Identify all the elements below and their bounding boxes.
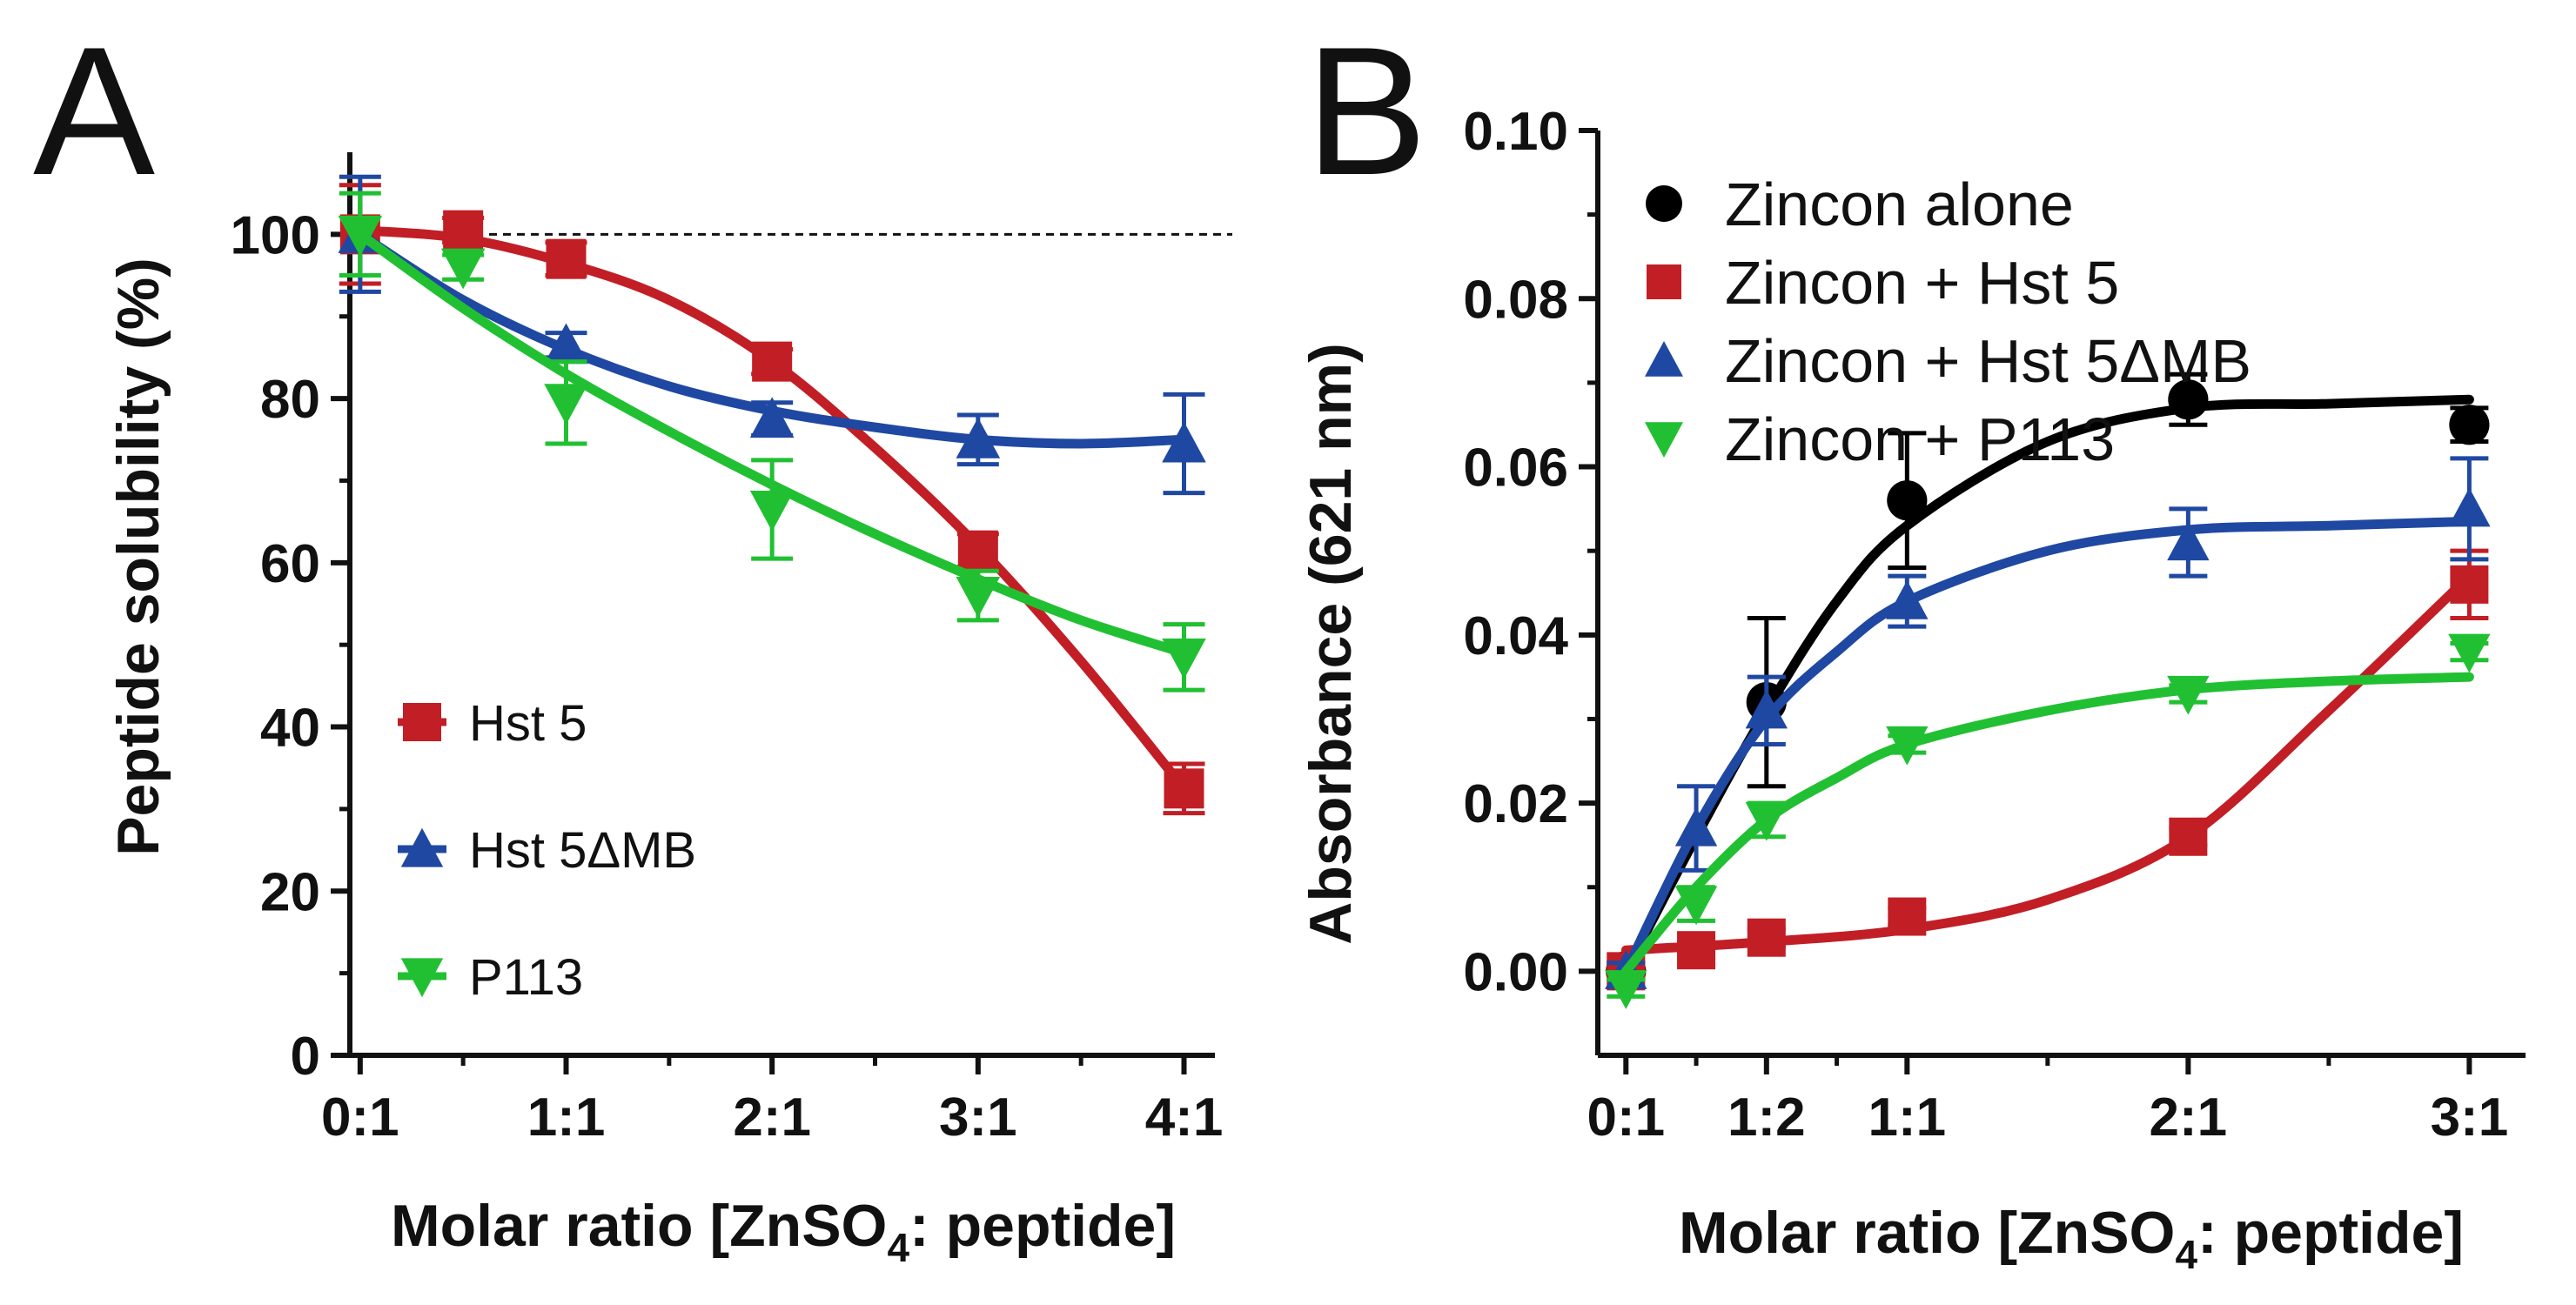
y-tick-label: 0.10 bbox=[1463, 102, 1568, 162]
x-tick-label: 1:2 bbox=[1727, 1088, 1806, 1148]
data-point bbox=[1886, 726, 1929, 766]
legend-label: Hst 5ΔMB bbox=[469, 822, 696, 879]
data-point bbox=[752, 341, 793, 382]
data-point bbox=[2169, 817, 2208, 856]
data-point bbox=[443, 210, 484, 251]
panel-b-axes: 0.00 0.02 0.04 0.06 0.08 0.10 0:1 1:2 1:1 2:1 3:1 bbox=[1463, 102, 2526, 1148]
y-tick-label: 0.02 bbox=[1463, 774, 1568, 834]
data-point bbox=[749, 397, 795, 438]
series-zincon-p113 bbox=[1605, 633, 2491, 1009]
panel-b-legend: Zincon alone Zincon + Hst 5 Zincon + Hst 5… bbox=[1645, 171, 2251, 473]
y-tick-label: 0.08 bbox=[1463, 270, 1568, 330]
data-point bbox=[338, 215, 383, 257]
series-zincon-hst-5 bbox=[1607, 548, 2489, 991]
series-hst-5 bbox=[339, 183, 1205, 816]
y-tick-label: 40 bbox=[260, 699, 320, 759]
panel-a-ylabel: Peptide solubility (%) bbox=[105, 258, 171, 856]
x-tick-label: 3:1 bbox=[939, 1088, 1017, 1148]
panel-b-ylabel: Absorbance (621 nm) bbox=[1298, 343, 1364, 945]
data-point bbox=[1886, 579, 1929, 619]
data-point bbox=[1674, 806, 1718, 847]
data-point bbox=[546, 238, 587, 279]
legend-marker bbox=[1646, 185, 1682, 222]
x-tick-label: 4:1 bbox=[1145, 1088, 1224, 1148]
data-point bbox=[1745, 801, 1788, 841]
series-p113 bbox=[338, 191, 1206, 693]
y-tick-label: 0.00 bbox=[1463, 942, 1568, 1002]
y-tick-label: 60 bbox=[260, 534, 320, 594]
panel-a: A 0 20 40 60 80 100 0:1 1:1 2:1 3:1 4:1 Peptide so… bbox=[33, 9, 1232, 1270]
legend-marker bbox=[1645, 341, 1683, 377]
data-point bbox=[1747, 918, 1786, 957]
data-point bbox=[544, 323, 588, 365]
data-point bbox=[2448, 633, 2491, 673]
panel-a-legend: Hst 5 Hst 5ΔMB P113 bbox=[398, 695, 696, 1006]
legend-marker bbox=[1647, 264, 1681, 299]
data-point bbox=[2168, 379, 2209, 420]
fit-curve bbox=[1620, 672, 2474, 976]
y-tick-label: 0 bbox=[291, 1027, 320, 1087]
panel-a-xlabel: Molar ratio [ZnSO4: peptide] bbox=[391, 1193, 1176, 1270]
x-tick-label: 2:1 bbox=[2150, 1088, 2228, 1148]
x-tick-label: 0:1 bbox=[1587, 1088, 1665, 1148]
y-tick-label: 20 bbox=[260, 862, 320, 922]
y-tick-label: 80 bbox=[260, 370, 320, 430]
data-point bbox=[1605, 970, 1647, 1009]
data-point bbox=[2450, 565, 2489, 604]
data-point bbox=[2449, 405, 2490, 445]
data-point bbox=[956, 417, 1001, 458]
data-point bbox=[1164, 768, 1204, 809]
panel-b-letter: B bbox=[1305, 9, 1427, 213]
legend-label: Zincon + Hst 5 bbox=[1725, 249, 2119, 317]
series-zincon-hst-5-mb bbox=[1605, 456, 2491, 989]
legend-marker bbox=[1645, 422, 1683, 458]
data-point bbox=[1745, 689, 1788, 729]
x-tick-label: 1:1 bbox=[1868, 1088, 1947, 1148]
panel-b-xlabel: Molar ratio [ZnSO4: peptide] bbox=[1679, 1200, 2464, 1277]
data-point bbox=[2448, 487, 2491, 527]
data-point bbox=[2167, 675, 2210, 715]
panel-a-series bbox=[338, 174, 1206, 816]
y-tick-label: 0.04 bbox=[1463, 606, 1568, 666]
x-tick-label: 3:1 bbox=[2431, 1088, 2509, 1148]
y-tick-label: 100 bbox=[231, 205, 320, 265]
x-tick-label: 2:1 bbox=[733, 1088, 811, 1148]
legend-label: Hst 5 bbox=[469, 695, 587, 752]
fit-curve bbox=[1620, 571, 2474, 955]
x-tick-label: 0:1 bbox=[321, 1088, 399, 1148]
data-point bbox=[956, 577, 1001, 618]
data-point bbox=[440, 248, 486, 290]
legend-label: P113 bbox=[469, 949, 583, 1006]
data-point bbox=[1677, 931, 1716, 970]
legend-label: Zincon + Hst 5ΔMB bbox=[1725, 327, 2251, 395]
x-tick-label: 1:1 bbox=[527, 1088, 606, 1148]
panel-a-axes: 0 20 40 60 80 100 0:1 1:1 2:1 3:1 4:1 bbox=[231, 152, 1232, 1148]
data-point bbox=[957, 530, 998, 571]
data-point bbox=[749, 490, 795, 532]
legend-label: Zincon alone bbox=[1725, 171, 2074, 238]
y-tick-label: 0.06 bbox=[1463, 438, 1568, 499]
data-point bbox=[1674, 886, 1718, 926]
panel-b-series bbox=[1605, 371, 2491, 1009]
data-point bbox=[1162, 638, 1206, 679]
panel-b: B 0.00 0.02 0.04 0.06 0.08 0.10 0:1 1:2 1:1 2:1 3:… bbox=[1298, 9, 2526, 1277]
data-point bbox=[1888, 897, 1927, 936]
data-point bbox=[544, 384, 588, 425]
panel-a-letter: A bbox=[33, 9, 155, 213]
data-point bbox=[2167, 521, 2210, 561]
fit-curve bbox=[355, 229, 1189, 449]
legend-label: Zincon + P113 bbox=[1725, 405, 2115, 473]
data-point bbox=[1887, 480, 1928, 521]
data-point bbox=[1162, 421, 1206, 463]
